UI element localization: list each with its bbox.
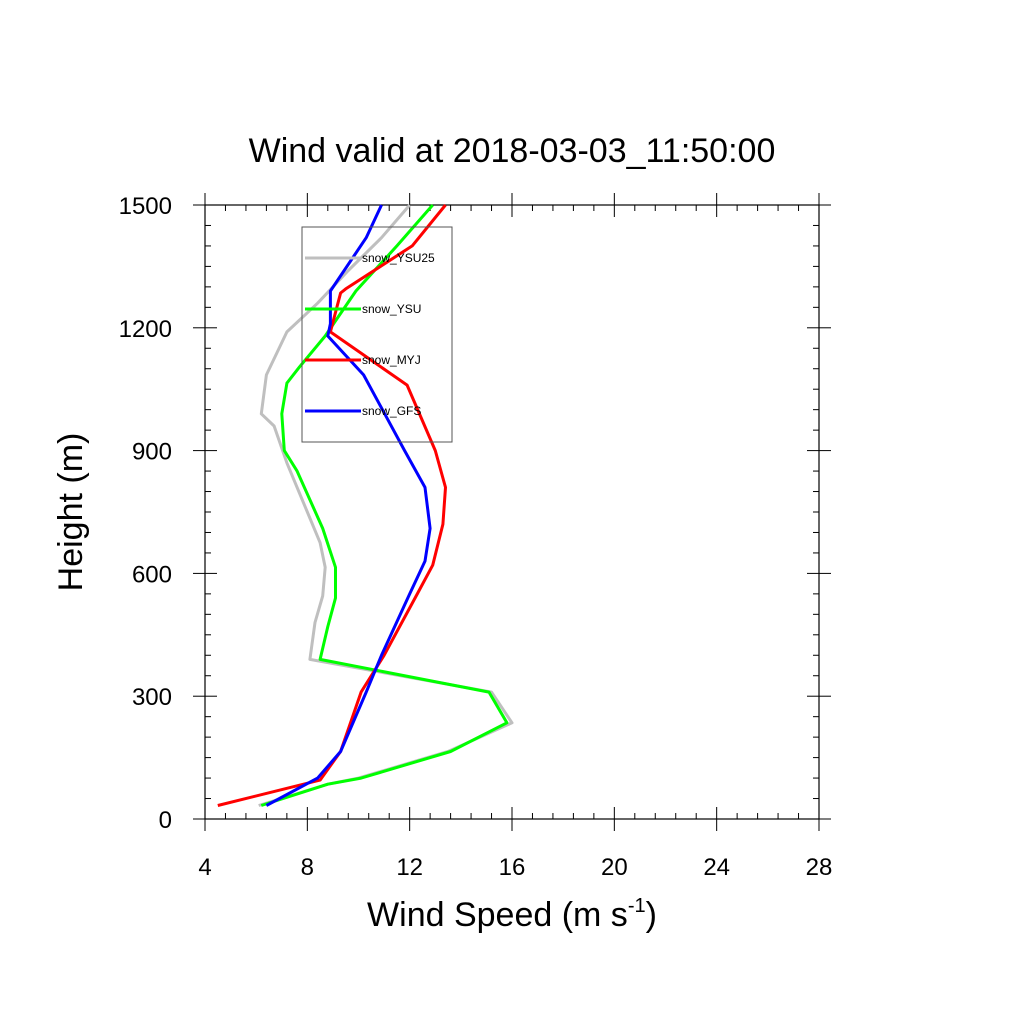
y-tick-label: 600	[132, 561, 172, 588]
legend-label-snow_YSU: snow_YSU	[362, 302, 421, 316]
x-axis-label-text: Wind Speed (m s	[367, 896, 628, 934]
chart-title: Wind valid at 2018-03-03_11:50:00	[249, 132, 776, 170]
legend: snow_YSU25 snow_YSU snow_MYJ snow_GFS	[301, 226, 453, 443]
x-tick-label: 12	[396, 854, 423, 881]
series-lines	[217, 204, 514, 807]
y-axis-label: Height (m)	[52, 433, 90, 592]
y-tick-label: 300	[132, 684, 172, 711]
series-line-snow_YSU	[260, 204, 509, 807]
legend-label-snow_MYJ: snow_MYJ	[362, 353, 421, 367]
x-tick-label: 24	[703, 854, 730, 881]
y-tick-label: 0	[159, 807, 172, 834]
y-tick-label: 1500	[119, 193, 172, 220]
x-axis-label-superscript: -1	[628, 895, 646, 917]
plot-border	[204, 204, 820, 820]
x-tick-label: 28	[806, 854, 833, 881]
plot-frame	[204, 204, 820, 820]
axis-ticks: 4 8 12 16 20 24 28 0 300 600 900 1200 1500	[119, 193, 833, 881]
y-tick-label: 900	[132, 439, 172, 466]
legend-label-snow_YSU25: snow_YSU25	[362, 251, 435, 265]
legend-label-snow_GFS: snow_GFS	[362, 404, 421, 418]
x-tick-label: 4	[198, 854, 211, 881]
x-tick-label: 8	[301, 854, 314, 881]
x-tick-label: 20	[601, 854, 628, 881]
x-axis-label: Wind Speed (m s-1)	[367, 895, 657, 934]
legend-box	[301, 226, 453, 443]
svg-text:Wind Speed (m s-1): Wind Speed (m s-1)	[367, 895, 657, 934]
series-line-snow_MYJ	[217, 204, 447, 807]
y-tick-label: 1200	[119, 316, 172, 343]
series-line-snow_YSU25	[258, 204, 514, 807]
x-axis-label-close: )	[646, 896, 657, 934]
series-line-snow_GFS	[265, 204, 432, 807]
x-tick-label: 16	[499, 854, 526, 881]
